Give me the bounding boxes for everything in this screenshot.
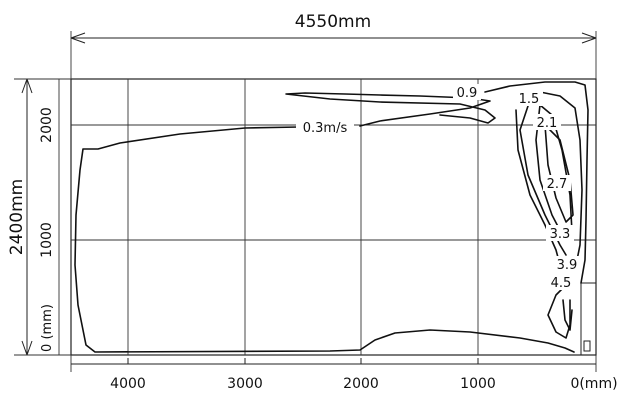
x-tick-label-4000: 4000 (110, 376, 146, 392)
y-tick-label-0: 0 (mm) (40, 304, 55, 352)
outlet-unit (580, 282, 597, 356)
contour-label-0-3: 0.3m/s (303, 121, 348, 136)
contour-0-3 (74, 126, 575, 353)
y-tick-label-2000: 2000 (39, 107, 55, 143)
x-axis: 4000 3000 2000 1000 0(mm) (71, 358, 618, 392)
contour-label-3-3: 3.3 (550, 227, 571, 242)
contour-2-1 (519, 99, 567, 256)
contour-0-3-b (285, 92, 496, 127)
height-dimension: 2400mm (7, 78, 33, 356)
width-dimension-label: 4550mm (295, 12, 371, 32)
contour-4-5 (547, 284, 571, 339)
x-tick-label-0: 0(mm) (570, 376, 617, 392)
grid (71, 79, 596, 355)
velocity-contours (74, 81, 589, 353)
width-dimension: 4550mm (70, 12, 597, 44)
x-tick-label-3000: 3000 (227, 376, 263, 392)
x-tick-label-1000: 1000 (460, 376, 496, 392)
y-tick-label-1000: 1000 (39, 222, 55, 258)
extension-lines (14, 31, 597, 372)
contour-1-5 (521, 91, 583, 266)
contour-3-9 (515, 109, 561, 266)
contour-label-3-9: 3.9 (557, 258, 578, 273)
y-axis: 2000 1000 0 (mm) (39, 107, 55, 352)
contour-label-1-5: 1.5 (519, 92, 540, 107)
contour-labels: 0.3m/s 0.9 1.5 2.1 2.7 3.3 3.9 4.5 (296, 84, 581, 291)
contour-inner-small (562, 299, 573, 331)
contour-3-3 (544, 124, 574, 223)
contour-label-2-1: 2.1 (537, 116, 558, 131)
x-tick-label-2000: 2000 (343, 376, 379, 392)
contour-0-9 (484, 81, 589, 284)
contour-label-4-5: 4.5 (551, 276, 572, 291)
height-dimension-label: 2400mm (7, 179, 27, 255)
contour-label-2-7: 2.7 (547, 177, 568, 192)
room-frame (70, 78, 597, 356)
contour-label-0-9: 0.9 (457, 86, 478, 101)
